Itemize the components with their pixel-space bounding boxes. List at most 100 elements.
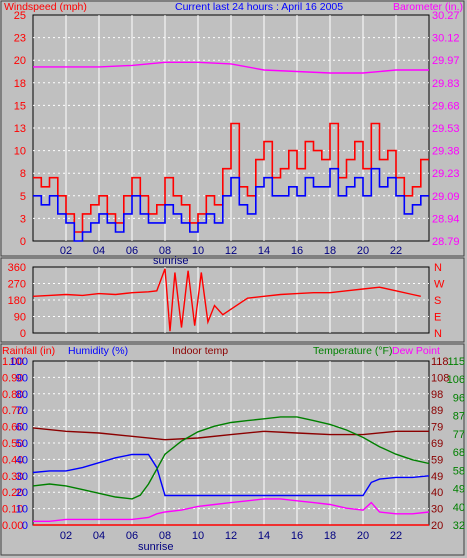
humidity-tick: 80 [16, 389, 28, 401]
x-tick: 14 [258, 530, 270, 542]
x-tick: 08 [159, 530, 171, 542]
dewpoint-axis-title: Dew Point [392, 345, 440, 357]
x-tick: 12 [225, 245, 237, 257]
direction-compass-tick: N [434, 328, 442, 340]
windspeed-tick: 10 [14, 146, 26, 158]
indoor-temp-series-line [32, 427, 429, 441]
x-tick: 20 [357, 530, 369, 542]
direction-degree-tick: 180 [8, 295, 26, 307]
direction-degree-tick: 360 [8, 262, 26, 274]
windspeed-tick: 5 [20, 191, 26, 203]
humidity-tick: 0 [22, 520, 28, 532]
direction-compass-tick: N [434, 262, 442, 274]
x-tick: 20 [357, 245, 369, 257]
windspeed-tick: 3 [20, 213, 26, 225]
temperature-tick: 96 [453, 392, 465, 404]
barometer-tick: 28.79 [432, 236, 460, 248]
humidity-tick: 10 [16, 504, 28, 516]
indoor-temp-tick: 59 [431, 454, 443, 466]
humidity-tick: 100 [10, 356, 28, 368]
indoor-temp-tick: 89 [431, 405, 443, 417]
temperature-tick: 115 [447, 356, 465, 368]
indoor-temp-tick: 30 [431, 504, 443, 516]
windspeed-tick: 25 [14, 10, 26, 22]
wind-average-series-line [33, 167, 429, 242]
temperature-tick: 40 [453, 502, 465, 514]
temperature-tick: 58 [453, 465, 465, 477]
indoor-axis-title: Indoor temp [172, 345, 228, 357]
indoor-temp-tick: 49 [431, 471, 443, 483]
barometer-tick: 29.23 [432, 168, 460, 180]
humidity-tick: 60 [16, 422, 28, 434]
bottom-grid [33, 361, 429, 525]
bottom-x-tick-labels: 02 04 06 08 10 12 14 16 18 20 22 [60, 530, 402, 542]
indoor-temp-tick: 79 [431, 422, 443, 434]
panel-frame [0, 0, 465, 257]
humidity-tick: 70 [16, 405, 28, 417]
dewpoint-series-line [33, 498, 430, 522]
humidity-tick: 30 [16, 471, 28, 483]
windspeed-tick: 23 [14, 33, 26, 45]
humidity-tick: 40 [16, 454, 28, 466]
direction-degree-tick: 270 [8, 279, 26, 291]
temperature-tick: 49 [453, 484, 465, 496]
barometer-series-line [33, 61, 429, 74]
barometer-tick: 29.38 [432, 146, 460, 158]
windspeed-tick: 13 [14, 123, 26, 135]
humidity-tick: 20 [16, 487, 28, 499]
windspeed-tick: 20 [14, 55, 26, 67]
indoor-temp-tick: 118 [431, 356, 449, 368]
x-tick: 10 [192, 530, 204, 542]
temperature-tick: 106 [447, 374, 465, 386]
direction-compass-tick: S [434, 295, 441, 307]
barometer-tick: 28.94 [432, 213, 460, 225]
temperature-tick: 77 [453, 429, 465, 441]
x-tick: 12 [225, 530, 237, 542]
x-tick: 04 [93, 530, 105, 542]
barometer-tick-labels: 28.79 28.94 29.09 29.23 29.38 29.53 29.68 29.83… [432, 10, 460, 248]
indoor-temp-tick: 20 [431, 520, 443, 532]
barometer-tick: 30.12 [432, 33, 460, 45]
indoor-temp-tick: 69 [431, 438, 443, 450]
humidity-axis-title: Humidity (%) [68, 345, 128, 357]
barometer-axis-title: Barometer (in.) [393, 1, 463, 13]
x-tick: 22 [390, 530, 402, 542]
windspeed-tick: 8 [20, 168, 26, 180]
rainfall-tick: 0.00 [2, 520, 23, 532]
gust-series-line [33, 122, 429, 233]
x-tick: 14 [258, 245, 270, 257]
humidity-tick: 50 [16, 438, 28, 450]
barometer-tick: 29.68 [432, 100, 460, 112]
barometer-tick: 29.53 [432, 123, 460, 135]
direction-degree-tick: 90 [14, 312, 26, 324]
panel-frame [0, 343, 465, 556]
direction-degree-tick: 0 [20, 328, 26, 340]
temperature-tick: 32 [453, 520, 465, 532]
rainfall-tick: 0.70 [2, 405, 23, 417]
windspeed-axis-title: Windspeed (mph) [4, 1, 87, 13]
direction-compass-tick: W [434, 279, 445, 291]
top-series [33, 61, 429, 242]
chart-title: Current last 24 hours : April 16 2005 [175, 1, 343, 13]
direction-series [32, 268, 421, 332]
sunrise-label-top: sunrise [153, 255, 188, 267]
barometer-tick: 29.97 [432, 55, 460, 67]
rainfall-tick: 0.10 [2, 504, 23, 516]
x-tick: 18 [324, 530, 336, 542]
indoor-temp-tick: 98 [431, 389, 443, 401]
temperature-tick-labels: 20 30 40 49 59 69 79 89 98 108 118 32 40 49 58 68 77 87 96… [431, 356, 465, 532]
barometer-tick: 30.27 [432, 10, 460, 22]
rainfall-tick: 0.60 [2, 422, 23, 434]
panel-frame [0, 257, 465, 343]
rainfall-tick: 0.20 [2, 487, 23, 499]
temperature-axis-title: Temperature (°F) [313, 345, 392, 357]
windspeed-tick: 0 [20, 236, 26, 248]
x-tick: 06 [126, 245, 138, 257]
humidity-tick: 90 [16, 372, 28, 384]
x-tick: 16 [291, 245, 303, 257]
x-tick: 02 [60, 245, 72, 257]
